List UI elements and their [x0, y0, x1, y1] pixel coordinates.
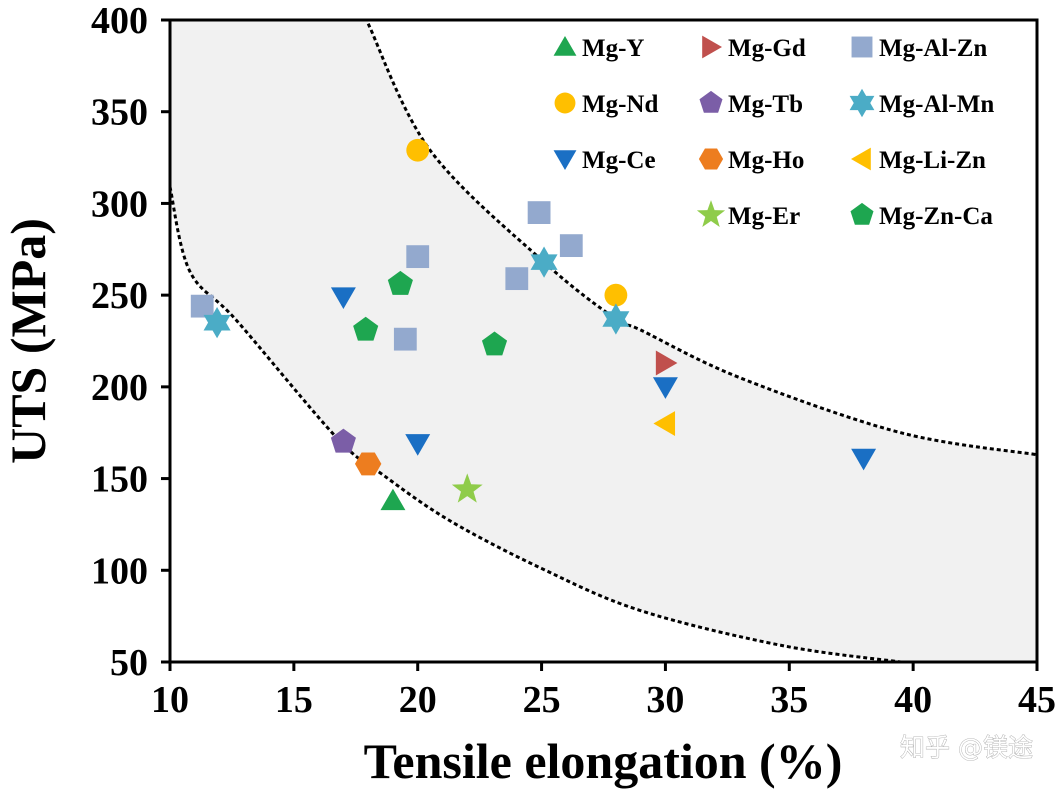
legend-item: Mg-Er [696, 200, 800, 230]
series-mg-ho [354, 452, 382, 476]
series-mg-y [380, 488, 406, 511]
series-mg-li-zn [653, 411, 676, 437]
series-mg-al-mn [203, 246, 630, 339]
data-points [190, 138, 877, 511]
data-point [190, 294, 214, 318]
series-mg-tb [330, 428, 356, 453]
legend-item: Mg-Ce [553, 147, 656, 174]
legend-marker [553, 36, 577, 56]
legend-item: Mg-Y [553, 35, 644, 62]
x-tick-label: 35 [770, 679, 808, 721]
x-tick-label: 10 [151, 679, 189, 721]
data-point [203, 307, 231, 339]
legend-marker [553, 150, 577, 170]
data-point [406, 138, 430, 162]
x-tick-label: 40 [894, 679, 932, 721]
y-tick-label: 200 [91, 367, 148, 409]
x-tick-label: 15 [275, 679, 313, 721]
legend-marker [698, 148, 724, 170]
data-point [604, 283, 628, 307]
data-point [330, 428, 356, 453]
legend-label: Mg-Ho [728, 147, 804, 174]
legend: Mg-Y Mg-Gd Mg-Al-Zn Mg-Nd Mg-Tb Mg-Al-Mn Mg-Ce… [553, 35, 994, 230]
legend-label: Mg-Zn-Ca [879, 203, 993, 230]
legend-label: Mg-Al-Zn [879, 35, 987, 62]
watermark: 知乎 @镁途 [900, 733, 1033, 762]
y-tick-label: 150 [91, 459, 148, 501]
legend-marker [849, 88, 875, 118]
tick-labels: 10 15 20 25 30 35 40 45 50 100 150 200 250 300 350 400 [91, 0, 1056, 721]
data-point [354, 452, 382, 476]
x-axis-title: Tensile elongation (%) [364, 733, 843, 789]
series-mg-ce [330, 287, 877, 471]
y-tick-label: 400 [91, 0, 148, 42]
legend-label: Mg-Nd [582, 91, 658, 118]
data-point [393, 327, 417, 351]
legend-marker [554, 92, 576, 114]
data-point [602, 303, 630, 335]
data-point [481, 331, 508, 356]
y-tick-label: 50 [110, 642, 148, 684]
lower-boundary-curve [170, 186, 901, 662]
legend-label: Mg-Gd [728, 35, 806, 62]
legend-item: Mg-Nd [554, 91, 658, 118]
data-point [530, 246, 558, 278]
legend-label: Mg-Ce [582, 147, 656, 174]
plot-frame [168, 18, 1039, 664]
data-point [655, 350, 678, 376]
legend-item: Mg-Al-Zn [851, 35, 987, 62]
data-point [406, 245, 430, 269]
data-point [527, 201, 551, 224]
data-point [353, 316, 379, 341]
data-point [330, 287, 356, 309]
series-mg-er [451, 473, 483, 503]
series-mg-nd [406, 138, 628, 307]
legend-label: Mg-Er [728, 203, 800, 230]
x-tick-label: 30 [646, 679, 684, 721]
x-tick-label: 25 [523, 679, 561, 721]
series-mg-gd [655, 350, 678, 376]
data-point [451, 473, 483, 503]
legend-marker [851, 147, 871, 171]
band-fill [170, 20, 1037, 662]
legend-item: Mg-Gd [702, 35, 806, 62]
data-point [380, 488, 406, 511]
legend-label: Mg-Li-Zn [879, 147, 986, 174]
data-point [505, 267, 529, 291]
legend-marker [851, 36, 873, 58]
y-tick-label: 250 [91, 275, 148, 317]
legend-label: Mg-Tb [728, 91, 803, 118]
data-point [559, 234, 583, 258]
legend-marker [702, 35, 722, 59]
legend-item: Mg-Al-Mn [849, 88, 994, 118]
legend-marker [699, 90, 723, 113]
data-point [387, 270, 413, 295]
x-tick-label: 45 [1018, 679, 1056, 721]
x-tick-label: 20 [399, 679, 437, 721]
legend-marker [696, 200, 726, 228]
y-tick-label: 100 [91, 550, 148, 592]
series-mg-al-zn [190, 201, 583, 351]
axes [161, 18, 1039, 671]
legend-label: Mg-Y [582, 35, 644, 62]
legend-item: Mg-Tb [699, 90, 803, 118]
series-mg-zn-ca [353, 270, 508, 356]
y-tick-label: 350 [91, 92, 148, 134]
legend-item: Mg-Ho [698, 147, 804, 174]
data-point [405, 434, 431, 456]
legend-item: Mg-Li-Zn [851, 147, 986, 174]
data-point [851, 448, 877, 471]
legend-marker [850, 202, 874, 225]
y-tick-label: 300 [91, 183, 148, 225]
legend-label: Mg-Al-Mn [879, 91, 994, 118]
legend-item: Mg-Zn-Ca [850, 202, 993, 230]
data-point [653, 411, 676, 437]
data-point [652, 377, 678, 399]
y-axis-title: UTS (MPa) [0, 218, 56, 464]
